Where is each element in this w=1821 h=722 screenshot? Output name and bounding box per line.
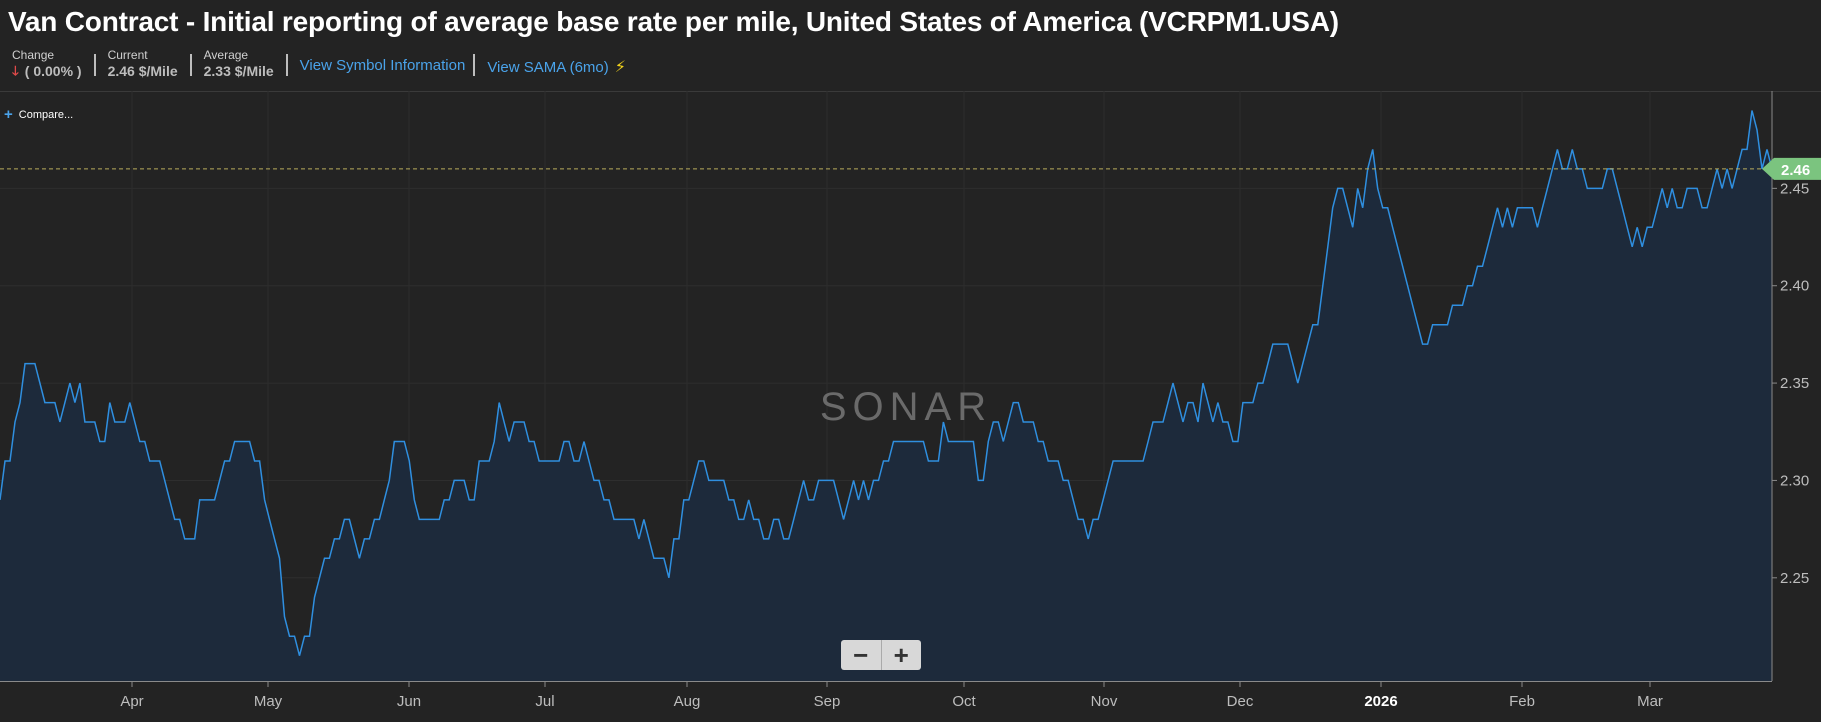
current-stat: Current 2.46 $/Mile — [108, 48, 190, 80]
y-tick-label: 2.45 — [1780, 180, 1809, 197]
x-tick-label: Oct — [952, 693, 976, 710]
current-value-badge: 2.46 — [1762, 157, 1821, 180]
compare-label: Compare... — [18, 108, 74, 121]
x-tick-label: Jun — [397, 693, 421, 710]
current-value: 2.46 $/Mile — [107, 63, 178, 79]
x-tick-label: Feb — [1509, 693, 1535, 710]
series-line[interactable] — [0, 110, 1773, 656]
plus-icon: + — [4, 106, 13, 123]
compare-button[interactable]: + Compare... — [4, 106, 73, 123]
sonar-watermark: SONAR — [820, 385, 992, 429]
x-tick-label: 2026 — [1364, 693, 1397, 710]
sama-signal-icon: ⚡ — [614, 59, 626, 76]
divider — [285, 54, 288, 76]
zoom-in-button[interactable]: + — [893, 639, 909, 670]
view-sama-label: View SAMA (6mo) — [487, 58, 609, 76]
x-tick-label: Nov — [1091, 693, 1118, 710]
x-tick-label: Aug — [674, 693, 701, 710]
divider — [93, 54, 96, 76]
y-tick-label: 2.35 — [1780, 375, 1809, 392]
current-value-label: 2.46 — [1781, 162, 1810, 179]
x-tick-label: May — [254, 693, 283, 710]
average-label: Average — [203, 48, 249, 62]
x-axis-ticks: Apr May Jun Jul Aug Sep Oct Nov Dec 2026 Feb Mar — [120, 681, 1663, 710]
current-label: Current — [107, 48, 148, 62]
x-tick-label: Sep — [814, 693, 841, 710]
chart-title: Van Contract - Initial reporting of aver… — [8, 6, 1339, 37]
y-axis-ticks: 2.25 2.30 2.35 2.40 2.45 — [1772, 180, 1809, 587]
zoom-controls: − + — [841, 640, 921, 670]
zoom-out-button[interactable]: − — [841, 640, 882, 670]
change-label: Change — [12, 48, 55, 62]
current-value-badge-shape — [1762, 157, 1821, 180]
series-area-fill — [0, 110, 1772, 681]
divider — [473, 54, 476, 76]
y-tick-label: 2.40 — [1780, 278, 1809, 295]
divider — [189, 54, 192, 76]
average-stat: Average 2.33 $/Mile — [204, 48, 286, 80]
x-tick-label: Mar — [1637, 693, 1663, 710]
x-tick-label: Dec — [1227, 693, 1254, 710]
average-value: 2.33 $/Mile — [203, 63, 274, 79]
x-tick-label: Apr — [120, 693, 143, 710]
y-tick-label: 2.30 — [1780, 472, 1809, 489]
stats-bar: Change 🡓 ( 0.00% ) Current 2.46 $/Mile A… — [12, 48, 634, 82]
arrow-down-icon: 🡓 — [12, 63, 19, 78]
change-value: ( 0.00% ) — [24, 63, 82, 79]
view-sama-link[interactable]: View SAMA (6mo) ⚡ — [487, 57, 634, 77]
x-tick-label: Jul — [535, 693, 554, 710]
change-stat: Change 🡓 ( 0.00% ) — [12, 48, 94, 80]
y-tick-label: 2.25 — [1780, 570, 1809, 587]
view-symbol-info-link[interactable]: View Symbol Information — [299, 57, 466, 74]
